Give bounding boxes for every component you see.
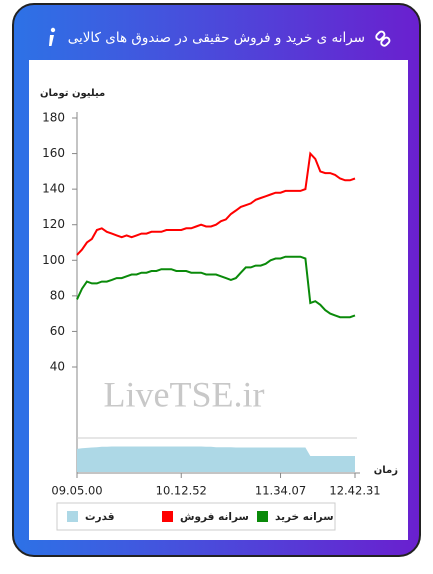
y-tick-label: 180 (42, 111, 65, 125)
y-tick-label: 100 (42, 253, 65, 267)
y-tick-label: 160 (42, 146, 65, 160)
series-line (76, 255, 356, 319)
legend-label: سرانه خرید (275, 511, 334, 523)
legend-swatch (67, 511, 78, 522)
chart-title: سرانه ی خرید و فروش حقیقی در صندوق های ک… (68, 30, 365, 46)
y-tick-label: 40 (50, 360, 65, 374)
y-tick-label: 120 (42, 217, 65, 231)
legend-swatch (257, 511, 268, 522)
info-icon[interactable] (49, 27, 56, 46)
x-axis-label: زمان (374, 465, 398, 476)
link-icon[interactable] (375, 30, 391, 47)
series-area (77, 446, 355, 472)
legend-swatch (162, 511, 173, 522)
x-tick-label: 09.05.00 (51, 484, 102, 498)
legend (56, 502, 336, 531)
y-tick-label: 80 (50, 288, 65, 302)
legend-label: قدرت (85, 511, 115, 523)
x-tick-label: 11.34.07 (255, 484, 306, 498)
x-tick-label: 12.42.31 (329, 484, 380, 498)
watermark: LiveTSE.ir (104, 374, 265, 414)
y-tick-label: 140 (42, 182, 65, 196)
y-axis-label: میلیون تومان (40, 88, 105, 99)
y-tick-label: 60 (50, 324, 65, 338)
series-line (76, 151, 356, 256)
legend-label: سرانه فروش (180, 511, 249, 523)
x-tick-label: 10.12.52 (156, 484, 207, 498)
